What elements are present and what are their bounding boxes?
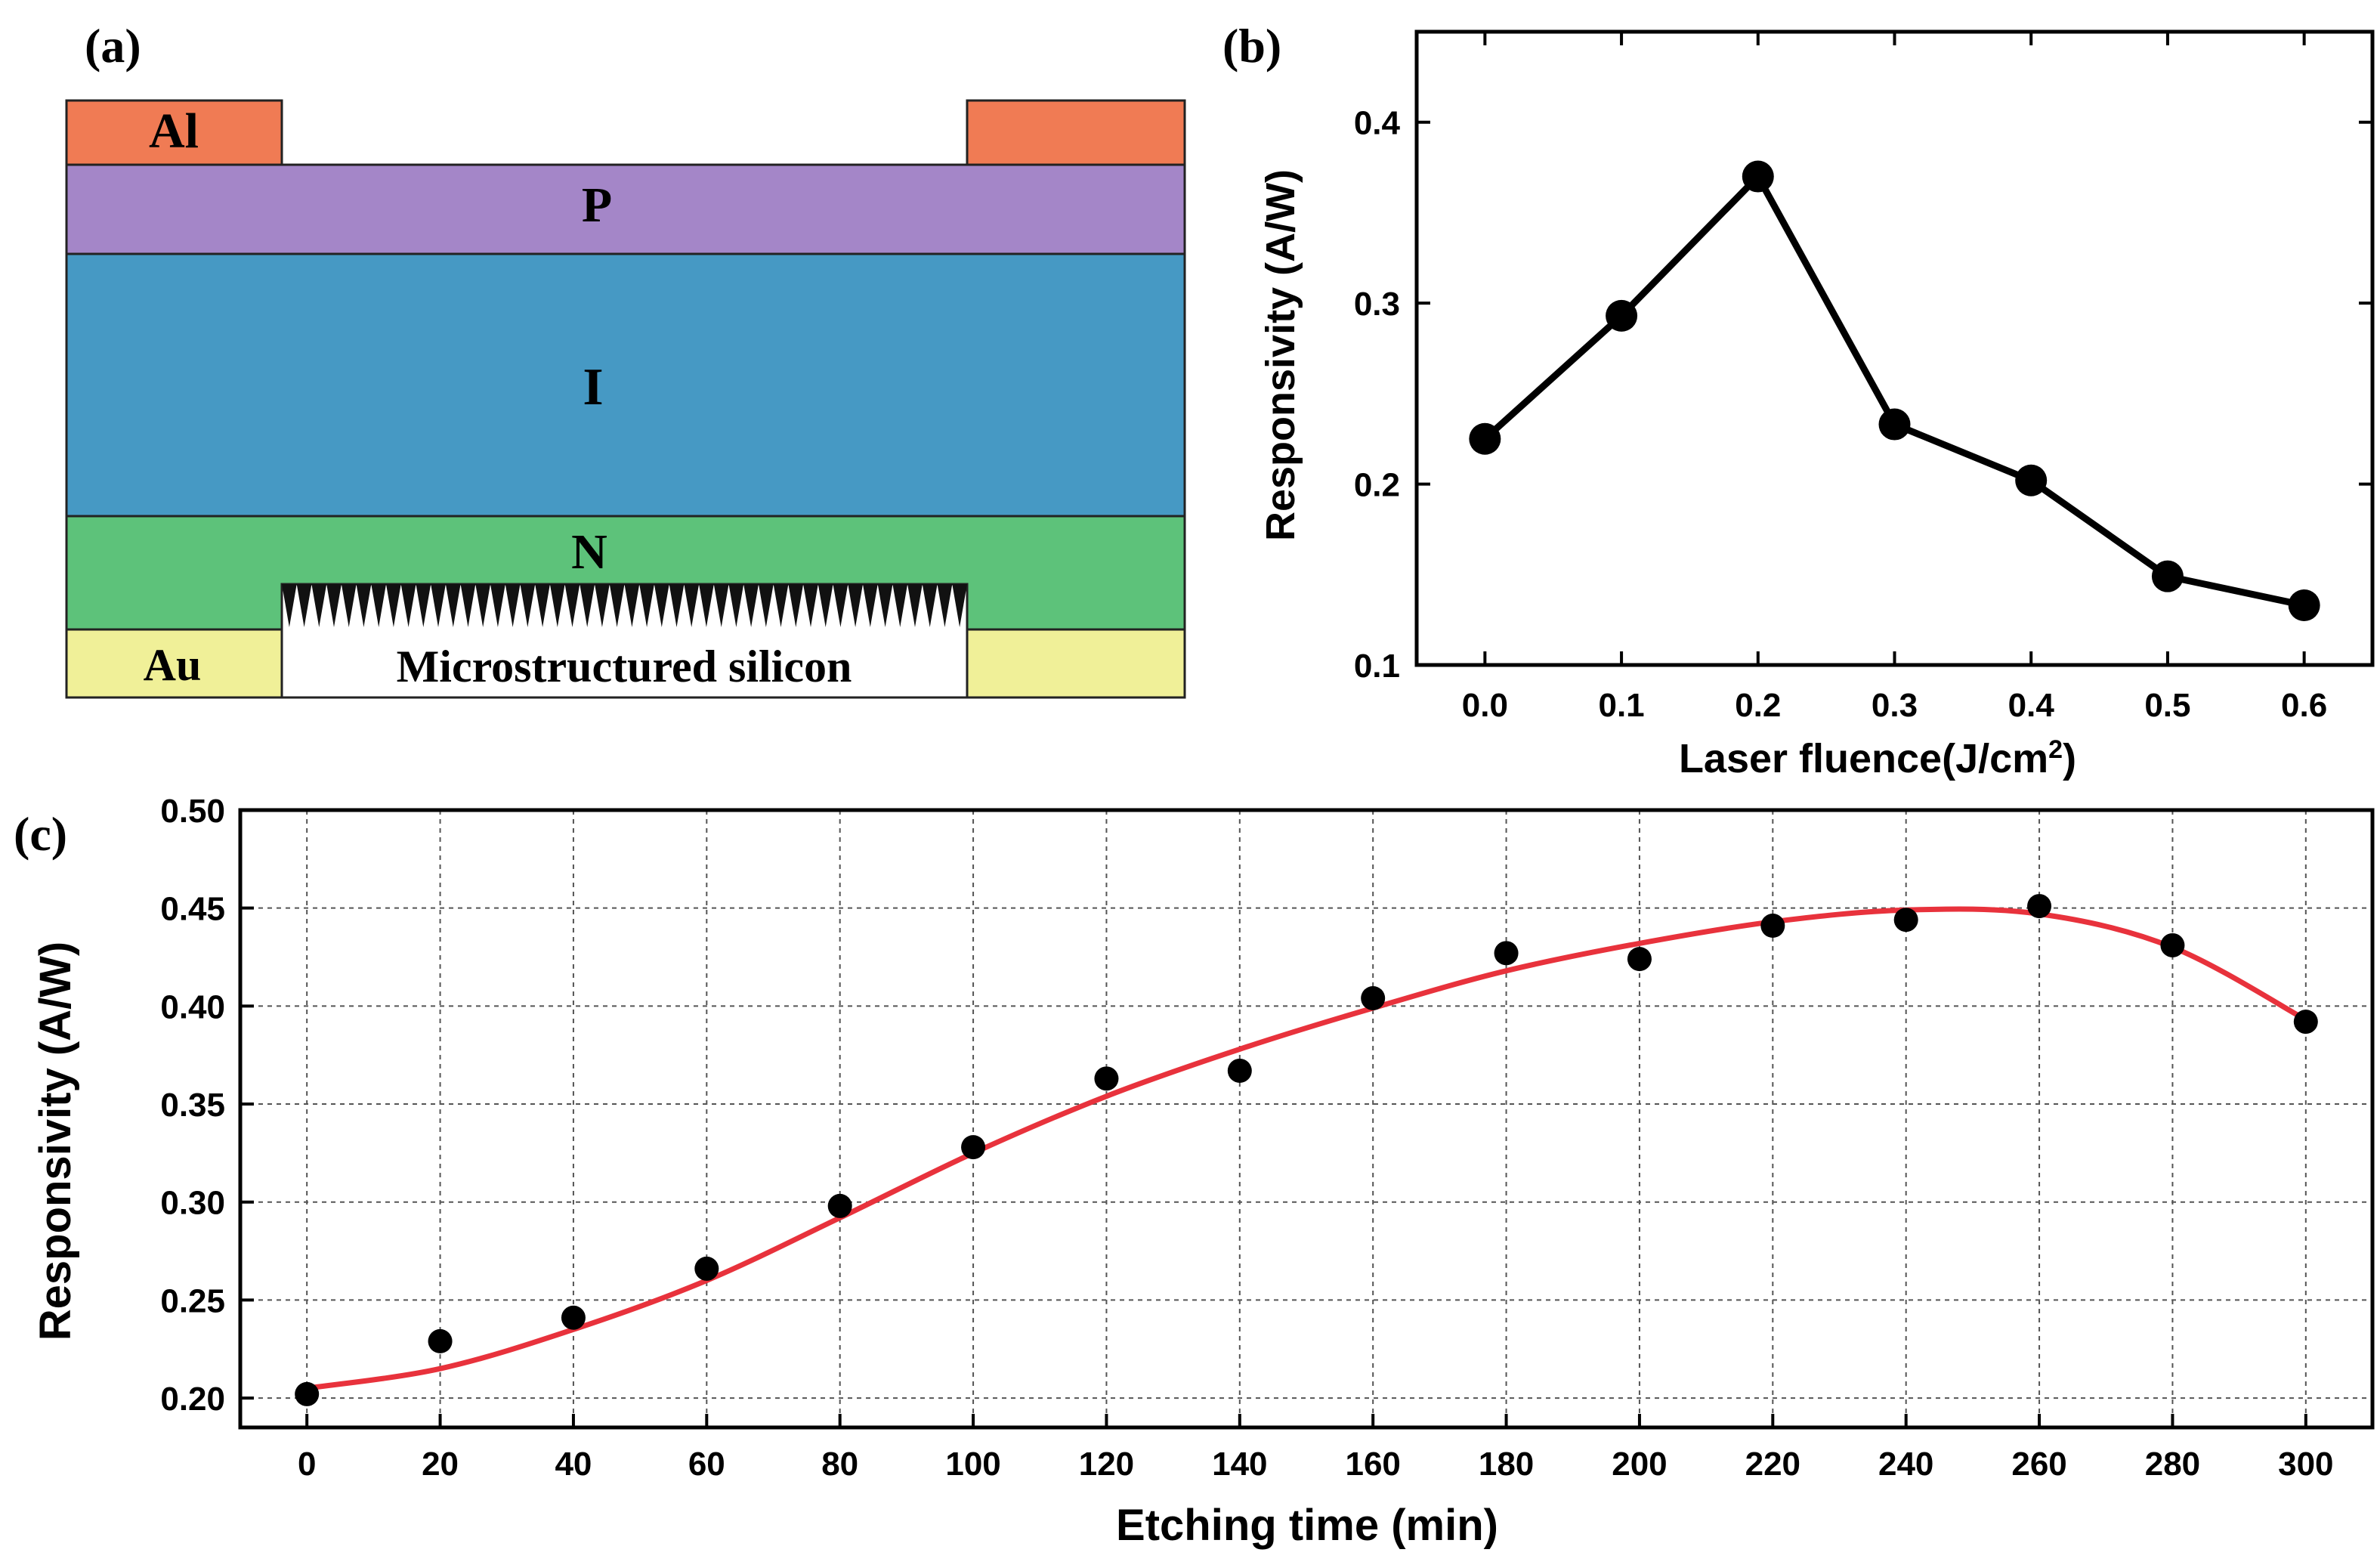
panel-label-c: (c) bbox=[14, 807, 67, 861]
n-label: N bbox=[571, 524, 607, 580]
chart-b-y-tick-label-0: 0.1 bbox=[1354, 648, 1400, 685]
chart-c-point-3 bbox=[694, 1256, 719, 1281]
chart-c-x-tick-label-14: 280 bbox=[2145, 1446, 2200, 1483]
chart-c-point-11 bbox=[1760, 914, 1785, 939]
p-layer bbox=[65, 163, 1186, 255]
chart-c-x-tick-label-12: 240 bbox=[1878, 1446, 1933, 1483]
chart-c-x-tick-label-7: 140 bbox=[1212, 1446, 1267, 1483]
chart-c-point-15 bbox=[2293, 1010, 2318, 1035]
chart-c-point-14 bbox=[2160, 932, 2185, 957]
chart-c-points bbox=[295, 894, 2318, 1406]
al-contact-right bbox=[966, 99, 1186, 166]
chart-c-y-tick-label-3: 0.35 bbox=[160, 1087, 225, 1124]
chart-b-y-tick-label-1: 0.2 bbox=[1354, 467, 1400, 504]
chart-c-x-tick-label-3: 60 bbox=[688, 1446, 725, 1483]
chart-c-point-9 bbox=[1494, 941, 1519, 966]
chart-b-x-axis-label-superscript: 2 bbox=[2048, 735, 2063, 764]
au-contact-left bbox=[65, 628, 283, 699]
panel-label-a: (a) bbox=[85, 19, 141, 73]
chart-b-y-tick-labels: 0.1 0.2 0.3 0.4 bbox=[1354, 105, 1401, 685]
chart-c-point-13 bbox=[2027, 894, 2052, 919]
chart-c-y-tick-label-1: 0.25 bbox=[160, 1282, 225, 1319]
chart-c-y-tick-labels: 0.20 0.25 0.30 0.35 0.40 0.45 0.50 bbox=[160, 793, 225, 1418]
chart-c-point-5 bbox=[961, 1135, 986, 1160]
microstructure-spikes bbox=[282, 584, 967, 627]
chart-c-point-0 bbox=[295, 1381, 320, 1406]
chart-b-x-tick-label-0: 0.0 bbox=[1462, 687, 1508, 724]
chart-c-x-axis-label: Etching time (min) bbox=[1116, 1501, 1498, 1550]
chart-laser-fluence: 0.0 0.1 0.2 0.3 0.4 0.5 0.6 0.1 0.2 0.3 0.4 Laser… bbox=[1258, 29, 2375, 781]
i-layer bbox=[65, 252, 1186, 518]
chart-b-y-tick-label-2: 0.3 bbox=[1354, 286, 1400, 323]
chart-c-point-8 bbox=[1361, 985, 1386, 1010]
i-label: I bbox=[583, 358, 603, 416]
chart-c-x-tick-label-2: 40 bbox=[555, 1446, 592, 1483]
chart-b-x-tick-label-4: 0.4 bbox=[2008, 687, 2055, 724]
chart-c-point-1 bbox=[428, 1328, 453, 1353]
chart-c-x-tick-label-8: 160 bbox=[1345, 1446, 1400, 1483]
chart-b-x-tick-label-2: 0.2 bbox=[1735, 687, 1781, 724]
chart-b-point-2 bbox=[1742, 160, 1774, 193]
chart-b-x-tick-label-1: 0.1 bbox=[1598, 687, 1644, 724]
chart-b-x-axis-label: Laser fluence(J/cm2) bbox=[1679, 735, 2076, 781]
chart-c-y-tick-label-2: 0.30 bbox=[160, 1185, 225, 1222]
chart-c-point-2 bbox=[561, 1305, 586, 1330]
chart-b-x-axis-label-main: Laser fluence(J/cm bbox=[1679, 736, 2048, 781]
chart-c-x-tick-label-4: 80 bbox=[821, 1446, 858, 1483]
p-label: P bbox=[582, 178, 612, 233]
chart-b-x-tick-label-6: 0.6 bbox=[2281, 687, 2327, 724]
chart-c-x-tick-label-15: 300 bbox=[2278, 1446, 2333, 1483]
chart-c-x-tick-label-0: 0 bbox=[298, 1446, 316, 1483]
chart-b-point-3 bbox=[1878, 408, 1911, 441]
chart-c-y-axis-label: Responsivity (A/W) bbox=[31, 942, 80, 1341]
chart-c-fit-curve bbox=[306, 906, 2307, 1391]
chart-c-point-4 bbox=[827, 1193, 852, 1218]
chart-c-x-tick-label-1: 20 bbox=[422, 1446, 459, 1483]
chart-b-y-axis-label: Responsivity (A/W) bbox=[1258, 169, 1303, 541]
chart-b-series-line bbox=[1482, 171, 2305, 609]
chart-b-point-1 bbox=[1606, 299, 1638, 332]
au-label: Au bbox=[144, 640, 202, 690]
chart-b-frame bbox=[1414, 29, 2375, 667]
chart-c-point-12 bbox=[1893, 908, 1918, 932]
chart-b-point-5 bbox=[2151, 560, 2184, 592]
chart-b-point-6 bbox=[2288, 589, 2320, 621]
chart-b-point-4 bbox=[2015, 464, 2048, 496]
chart-c-y-tick-label-0: 0.20 bbox=[160, 1381, 225, 1418]
device-diagram: Al P I N Au Microstructured silicon bbox=[65, 99, 1186, 699]
chart-c-x-tick-label-11: 220 bbox=[1745, 1446, 1800, 1483]
chart-c-y-tick-label-5: 0.45 bbox=[160, 891, 225, 928]
chart-c-x-tick-label-13: 260 bbox=[2011, 1446, 2066, 1483]
chart-c-x-tick-label-9: 180 bbox=[1479, 1446, 1534, 1483]
chart-c-y-tick-label-4: 0.40 bbox=[160, 988, 225, 1025]
al-label: Al bbox=[149, 104, 199, 159]
chart-b-x-tick-labels: 0.0 0.1 0.2 0.3 0.4 0.5 0.6 bbox=[1462, 687, 2327, 724]
chart-c-y-tick-label-6: 0.50 bbox=[160, 793, 225, 830]
chart-b-point-0 bbox=[1469, 422, 1501, 455]
al-contact-left bbox=[65, 99, 283, 166]
chart-c-frame bbox=[238, 808, 2375, 1430]
chart-c-x-tick-label-6: 120 bbox=[1079, 1446, 1134, 1483]
chart-c-x-tick-labels: 0 20 40 60 80 100 120 140 160 180 200 220 240 260 280 3… bbox=[298, 1446, 2334, 1483]
chart-etching-time: 0 20 40 60 80 100 120 140 160 180 200 220 240 260 280 3… bbox=[31, 793, 2375, 1550]
chart-c-point-7 bbox=[1227, 1058, 1252, 1083]
chart-b-y-tick-label-3: 0.4 bbox=[1354, 105, 1401, 142]
chart-c-x-tick-label-10: 200 bbox=[1612, 1446, 1667, 1483]
chart-b-x-tick-label-5: 0.5 bbox=[2144, 687, 2190, 724]
chart-c-x-tick-label-5: 100 bbox=[945, 1446, 1000, 1483]
chart-b-points bbox=[1469, 160, 2320, 621]
chart-c-point-6 bbox=[1094, 1066, 1119, 1091]
panel-label-b: (b) bbox=[1222, 19, 1281, 73]
chart-b-x-tick-label-3: 0.3 bbox=[1872, 687, 1918, 724]
au-contact-right bbox=[966, 628, 1186, 699]
chart-c-point-10 bbox=[1627, 947, 1652, 972]
microstructured-silicon-label: Microstructured silicon bbox=[397, 642, 852, 691]
chart-b-ticks bbox=[1417, 32, 2372, 666]
chart-c-ticks bbox=[240, 809, 2307, 1427]
chart-b-x-axis-label-end: ) bbox=[2063, 736, 2076, 781]
